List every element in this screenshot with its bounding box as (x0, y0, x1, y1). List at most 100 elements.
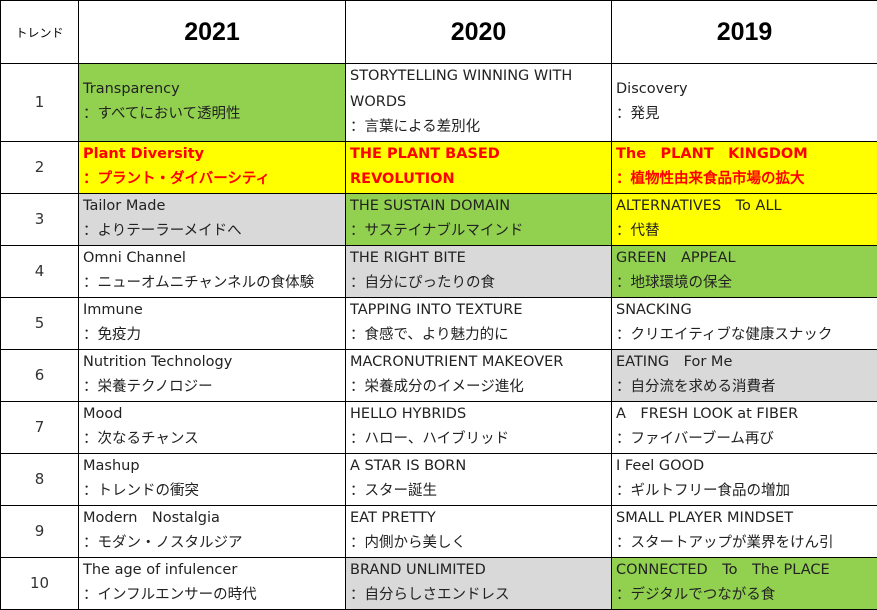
rank-column-header: トレンド (1, 1, 79, 64)
trend-name: The PLANT KINGDOM (616, 142, 873, 168)
trend-cell-2021: Omni Channel：ニューオムニチャンネルの食体験 (79, 245, 346, 297)
rank-cell: 6 (1, 349, 79, 401)
trend-cell-2020: A STAR IS BORN：スター誕生 (346, 453, 612, 505)
rank-cell: 1 (1, 64, 79, 142)
trend-cell-2021: Immune：免疫力 (79, 297, 346, 349)
trend-line: ：スタートアップが業界をけん引 (616, 531, 873, 557)
trend-line: ：ハロー、ハイブリッド (350, 427, 607, 453)
trend-cell-2021: Mashup：トレンドの衝突 (79, 453, 346, 505)
trend-line: ：食感で、より魅力的に (350, 323, 607, 349)
trend-name: The age of infulencer (83, 558, 341, 584)
trend-line: ：栄養テクノロジー (83, 375, 341, 401)
trend-name: A FRESH LOOK at FIBER (616, 402, 873, 428)
trend-line: ：モダン・ノスタルジア (83, 531, 341, 557)
trend-cell-2019: GREEN APPEAL：地球環境の保全 (612, 245, 877, 297)
trend-line: ：プラント・ダイバーシティ (83, 167, 341, 193)
rank-cell: 7 (1, 401, 79, 453)
trend-line: ：植物性由来食品市場の拡大 (616, 167, 873, 193)
trend-name: EATING For Me (616, 350, 873, 376)
trend-name: THE SUSTAIN DOMAIN (350, 194, 607, 220)
trend-name: HELLO HYBRIDS (350, 402, 607, 428)
trend-name: THE PLANT BASED (350, 142, 607, 168)
trend-cell-2020: THE SUSTAIN DOMAIN：サステイナブルマインド (346, 193, 612, 245)
trend-name: STORYTELLING WINNING WITH (350, 64, 607, 90)
trend-name: Mood (83, 402, 341, 428)
trend-cell-2020: BRAND UNLIMITED：自分らしさエンドレス (346, 557, 612, 609)
trend-line: ：自分らしさエンドレス (350, 583, 607, 609)
trend-name: MACRONUTRIENT MAKEOVER (350, 350, 607, 376)
trend-line: ：免疫力 (83, 323, 341, 349)
trend-line: ：地球環境の保全 (616, 271, 873, 297)
header-row: トレンド 2021 2020 2019 (1, 1, 877, 64)
trend-cell-2019: SNACKING：クリエイティブな健康スナック (612, 297, 877, 349)
trend-cell-2019: SMALL PLAYER MINDSET：スタートアップが業界をけん引 (612, 505, 877, 557)
trend-line: ：クリエイティブな健康スナック (616, 323, 873, 349)
trend-line: ：自分流を求める消費者 (616, 375, 873, 401)
trend-line: ：自分にぴったりの食 (350, 271, 607, 297)
rank-cell: 4 (1, 245, 79, 297)
trend-line: ：トレンドの衝突 (83, 479, 341, 505)
trend-name: SNACKING (616, 298, 873, 324)
trend-cell-2021: The age of infulencer：インフルエンサーの時代 (79, 557, 346, 609)
trend-line: ：発見 (616, 102, 873, 128)
trend-cell-2019: The PLANT KINGDOM：植物性由来食品市場の拡大 (612, 141, 877, 193)
trend-name: EAT PRETTY (350, 506, 607, 532)
trend-cell-2019: A FRESH LOOK at FIBER：ファイバーブーム再び (612, 401, 877, 453)
trend-cell-2021: Mood：次なるチャンス (79, 401, 346, 453)
trend-cell-2020: TAPPING INTO TEXTURE：食感で、より魅力的に (346, 297, 612, 349)
trend-name: Mashup (83, 454, 341, 480)
trend-cell-2020: HELLO HYBRIDS：ハロー、ハイブリッド (346, 401, 612, 453)
rank-cell: 9 (1, 505, 79, 557)
trend-line: ：スター誕生 (350, 479, 607, 505)
trend-line: ：代替 (616, 219, 873, 245)
trend-line: ：ギルトフリー食品の増加 (616, 479, 873, 505)
trend-cell-2019: CONNECTED To The PLACE：デジタルでつながる食 (612, 557, 877, 609)
rank-cell: 2 (1, 141, 79, 193)
trend-cell-2021: Tailor Made：よりテーラーメイドへ (79, 193, 346, 245)
rank-cell: 5 (1, 297, 79, 349)
trend-cell-2020: MACRONUTRIENT MAKEOVER：栄養成分のイメージ進化 (346, 349, 612, 401)
trend-name: Discovery (616, 77, 873, 103)
year-header-2020: 2020 (346, 1, 612, 64)
trend-name: CONNECTED To The PLACE (616, 558, 873, 584)
trend-cell-2021: Transparency：すべてにおいて透明性 (79, 64, 346, 142)
trend-line: ：よりテーラーメイドへ (83, 219, 341, 245)
trend-cell-2019: ALTERNATIVES To ALL：代替 (612, 193, 877, 245)
trend-name: ALTERNATIVES To ALL (616, 194, 873, 220)
trend-name: Omni Channel (83, 246, 341, 272)
trend-cell-2019: I Feel GOOD：ギルトフリー食品の増加 (612, 453, 877, 505)
trend-name: I Feel GOOD (616, 454, 873, 480)
year-header-2021: 2021 (79, 1, 346, 64)
trend-line: ：インフルエンサーの時代 (83, 583, 341, 609)
rank-cell: 8 (1, 453, 79, 505)
trend-name: Transparency (83, 77, 341, 103)
trend-cell-2019: Discovery：発見 (612, 64, 877, 142)
trend-name: Immune (83, 298, 341, 324)
trend-name: THE RIGHT BITE (350, 246, 607, 272)
rank-cell: 10 (1, 557, 79, 609)
trend-name: Plant Diversity (83, 142, 341, 168)
trend-cell-2020: THE RIGHT BITE：自分にぴったりの食 (346, 245, 612, 297)
trend-line: ：サステイナブルマインド (350, 219, 607, 245)
trend-name: GREEN APPEAL (616, 246, 873, 272)
trend-name: SMALL PLAYER MINDSET (616, 506, 873, 532)
rank-cell: 3 (1, 193, 79, 245)
trend-line: ：ニューオムニチャンネルの食体験 (83, 271, 341, 297)
trend-name: Tailor Made (83, 194, 341, 220)
trend-name: BRAND UNLIMITED (350, 558, 607, 584)
trend-name: Nutrition Technology (83, 350, 341, 376)
trend-name: Modern Nostalgia (83, 506, 341, 532)
trend-line: ：言葉による差別化 (350, 115, 607, 141)
trend-line: WORDS (350, 90, 607, 116)
trend-line: ：ファイバーブーム再び (616, 427, 873, 453)
trend-line: ：内側から美しく (350, 531, 607, 557)
